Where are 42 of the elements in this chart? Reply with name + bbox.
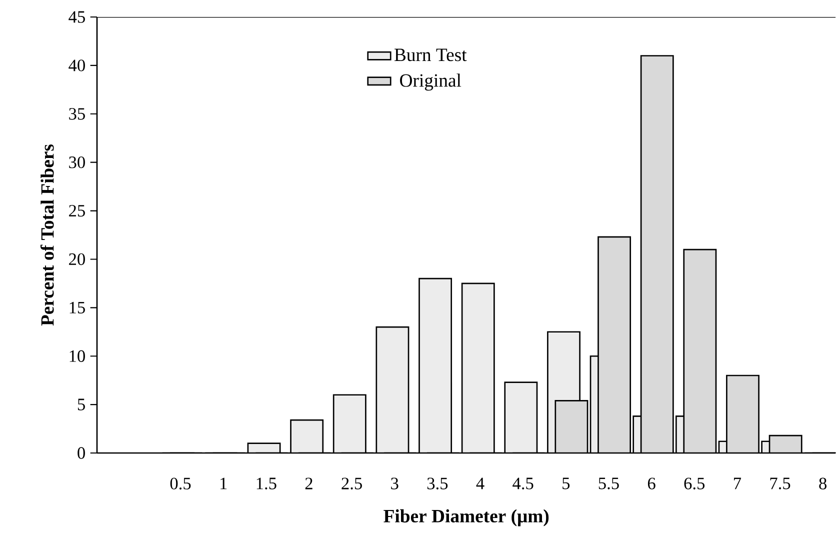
bar xyxy=(376,327,409,453)
x-tick-label: 7.5 xyxy=(770,478,790,490)
x-tick-label: 0.5 xyxy=(170,478,191,490)
bar xyxy=(462,283,494,453)
y-tick-label: 45 xyxy=(68,11,85,23)
bar xyxy=(555,400,588,453)
x-tick-label: 1.5 xyxy=(256,478,276,490)
x-tick-label: 1 xyxy=(220,478,227,490)
legend-label: Burn Test xyxy=(394,48,467,62)
y-tick-label: 20 xyxy=(69,253,85,266)
bar xyxy=(641,56,674,453)
x-tick-label: 8 xyxy=(819,478,826,490)
bar xyxy=(726,375,759,453)
x-tick-label: 6 xyxy=(648,478,656,490)
x-axis-title: Fiber Diameter (μm) xyxy=(384,509,549,526)
x-tick-label: 3.5 xyxy=(427,478,448,490)
x-tick-label: 5.5 xyxy=(598,478,619,490)
x-tick-label: 2.5 xyxy=(342,478,362,490)
bar xyxy=(504,382,537,453)
y-tick-label: 40 xyxy=(68,60,85,72)
bar xyxy=(598,236,630,453)
x-tick-label: 2 xyxy=(305,478,312,490)
y-tick-label: 0 xyxy=(78,447,85,459)
y-axis-title: Percent of Total Fibers xyxy=(40,144,54,326)
x-tick-label: 6.5 xyxy=(684,478,705,490)
x-tick-label: 3 xyxy=(391,478,398,490)
legend-label: Original xyxy=(400,74,462,91)
y-tick-label: 30 xyxy=(69,156,85,168)
bar xyxy=(770,436,802,453)
bar xyxy=(290,420,323,453)
bar xyxy=(419,278,452,453)
y-tick-label: 10 xyxy=(70,350,85,362)
y-tick-label: 5 xyxy=(78,398,85,410)
x-tick-label: 7 xyxy=(734,478,742,490)
bar xyxy=(334,394,366,453)
y-tick-label: 15 xyxy=(70,302,85,314)
x-tick-label: 4 xyxy=(476,478,484,490)
y-tick-label: 25 xyxy=(69,204,85,217)
bar xyxy=(684,250,716,453)
y-tick-label: 35 xyxy=(69,108,85,120)
x-tick-label: 5 xyxy=(562,478,570,490)
x-tick-label: 4.5 xyxy=(512,478,534,490)
